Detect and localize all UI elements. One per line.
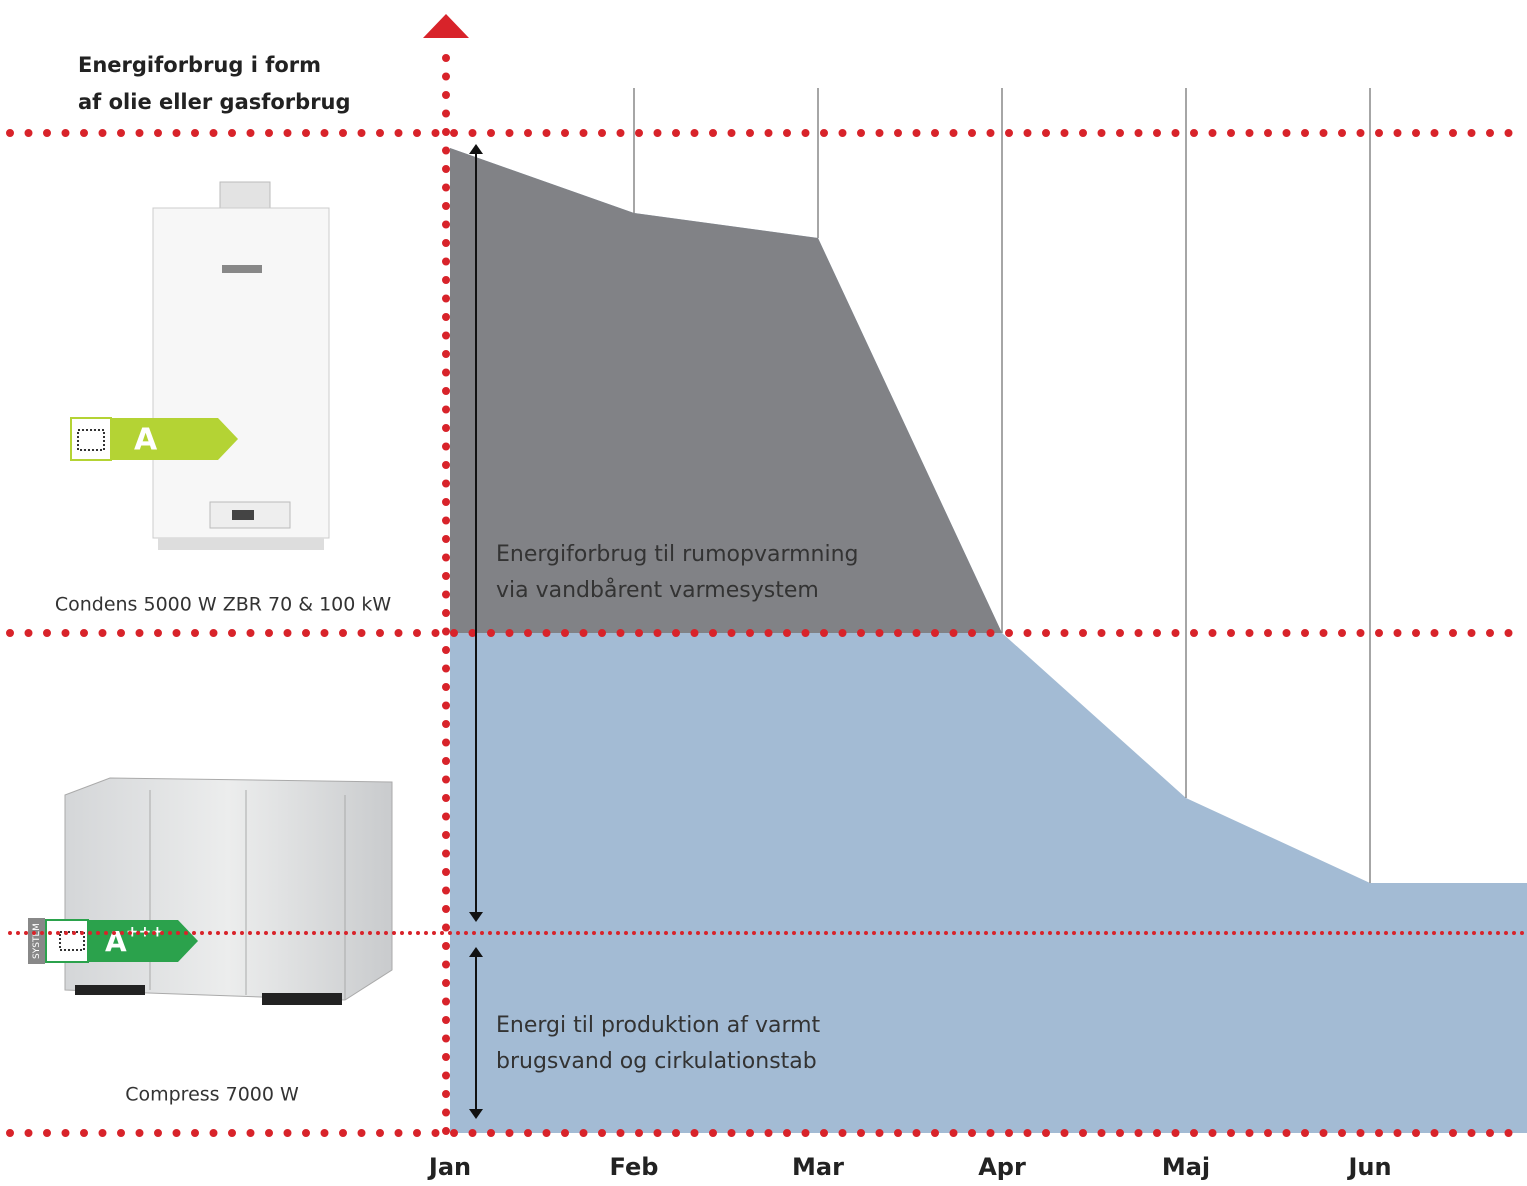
x-tick-label: Maj <box>1162 1153 1210 1181</box>
arrow-head <box>469 1109 483 1119</box>
axis-arrow <box>423 14 469 38</box>
x-tick-label: Jan <box>427 1153 471 1181</box>
x-tick-label: Jun <box>1346 1153 1391 1181</box>
energy-label: SYSTEM A +++ <box>28 918 198 964</box>
title-line: Energiforbrug i form <box>78 53 321 77</box>
annotation: via vandbårent varmesystem <box>496 577 819 603</box>
energy-class: A <box>134 423 158 458</box>
title-line: af olie eller gasforbrug <box>78 90 351 114</box>
annotation: Energiforbrug til rumopvarmning <box>496 542 859 567</box>
arrow-head <box>469 144 483 154</box>
system-tag: SYSTEM <box>32 923 42 959</box>
energy-label: A <box>70 417 238 461</box>
area-upper <box>450 148 1002 633</box>
arrow-head <box>469 912 483 922</box>
x-tick-label: Mar <box>792 1153 844 1181</box>
energy-class: A <box>105 925 127 958</box>
product-name: Condens 5000 W ZBR 70 & 100 kW <box>55 594 392 616</box>
arrow-head <box>469 947 483 957</box>
heat-pump-image <box>64 777 393 1005</box>
boiler-image <box>152 181 330 550</box>
product-name: Compress 7000 W <box>125 1084 299 1106</box>
annotation: brugsvand og cirkulationstab <box>496 1049 817 1074</box>
x-tick-label: Feb <box>610 1153 659 1181</box>
x-tick-label: Apr <box>978 1153 1026 1181</box>
annotation: Energi til produktion af varmt <box>496 1013 821 1038</box>
